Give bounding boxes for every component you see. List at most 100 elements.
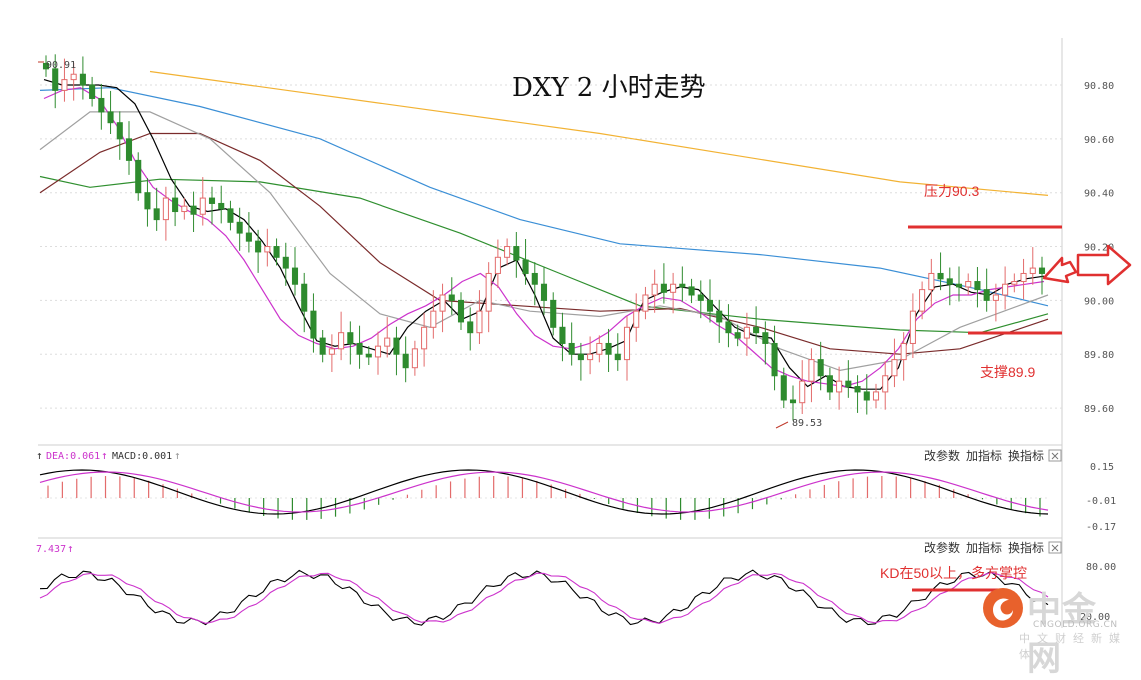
candle (89, 76, 96, 107)
candle (356, 325, 363, 369)
candle-body (264, 246, 271, 253)
candle (697, 280, 704, 319)
candle (983, 268, 990, 312)
candle (753, 306, 760, 344)
kd-btn-switch[interactable]: 换指标 (1008, 540, 1044, 555)
price-tick-label: 90.00 (1084, 296, 1114, 307)
candle-body (144, 192, 151, 210)
macd-tick-bottom: -0.17 (1086, 522, 1116, 533)
candle (909, 293, 916, 358)
kd-close-icon[interactable] (1048, 541, 1062, 554)
candle (236, 207, 243, 251)
low-marker-label: 89.53 (792, 418, 822, 429)
candle (374, 331, 382, 375)
candle (900, 332, 907, 381)
candle (872, 383, 880, 409)
candle (61, 58, 68, 102)
candle-body (550, 299, 557, 328)
breakout-arrow-icon (1042, 256, 1078, 284)
candle-body (854, 386, 861, 393)
price-axis: 90.80 90.60 90.40 90.20 90.00 89.80 89.60 (1084, 81, 1114, 415)
candle-body (983, 289, 990, 301)
candle-body (633, 310, 640, 328)
candle (688, 278, 695, 304)
candle-body (974, 281, 981, 291)
candle-body (504, 246, 511, 258)
candle-body (992, 294, 999, 301)
candle-body (338, 332, 345, 350)
candle-body (522, 259, 529, 274)
candle (928, 258, 935, 308)
candle (476, 290, 483, 344)
candle (660, 263, 667, 304)
candle-body (61, 79, 68, 91)
macd-btn-switch[interactable]: 换指标 (1008, 448, 1044, 463)
candle-body (319, 337, 326, 355)
candle-body (771, 342, 778, 377)
candle (199, 177, 206, 226)
ma5-line (43, 79, 1045, 390)
candle (393, 326, 400, 376)
candle-body (291, 267, 299, 285)
candle (623, 316, 631, 381)
chart-title: DXY 2 小时走势 (512, 73, 706, 103)
candle (181, 198, 188, 220)
candle (808, 348, 815, 403)
candle-body (688, 286, 695, 296)
candle-body (965, 281, 972, 288)
candle (347, 321, 354, 365)
candle (504, 238, 511, 266)
candle (79, 56, 86, 100)
candle-body (799, 380, 806, 404)
candle-body (1002, 283, 1009, 296)
candle-body (955, 283, 963, 288)
candle (891, 338, 898, 388)
macd-close-icon[interactable] (1048, 449, 1062, 462)
candle (596, 335, 603, 363)
candle-body (1029, 267, 1036, 274)
candle-body (706, 299, 714, 312)
price-tick-label: 89.60 (1084, 404, 1114, 415)
dea-line (39, 471, 1049, 513)
candle (301, 272, 308, 333)
candle-body (753, 326, 760, 334)
candle-body (199, 197, 206, 215)
low-marker-line (775, 421, 789, 429)
candle-body (900, 342, 907, 361)
candle-body (282, 256, 289, 269)
candle (402, 336, 409, 383)
candle (882, 361, 889, 410)
candle (162, 186, 169, 241)
candle-body (245, 232, 252, 242)
moving-average-lines (39, 70, 1049, 390)
ma120-line (39, 87, 1049, 307)
kd-btn-params[interactable]: 改参数 (924, 540, 960, 555)
candle (845, 360, 852, 398)
price-tick-label: 90.60 (1084, 135, 1114, 146)
candle (725, 304, 732, 348)
cngold-logo-icon (983, 588, 1023, 628)
candle-body (153, 208, 160, 221)
candle (153, 187, 160, 231)
candle-body (89, 84, 96, 99)
watermark-tagline: 中文财经新媒体 (1019, 632, 1127, 661)
candle (863, 374, 870, 415)
candle-body (780, 375, 787, 401)
candle-body (651, 283, 658, 296)
candle-body (937, 272, 944, 280)
candle-body (135, 159, 142, 194)
candle-body (208, 197, 216, 204)
candle-body (919, 289, 926, 312)
dea-label: DEA:0.061 (46, 451, 100, 462)
candle (485, 262, 492, 333)
candle-body (826, 375, 833, 393)
kd-btn-add[interactable]: 加指标 (966, 540, 1002, 555)
macd-btn-add[interactable]: 加指标 (966, 448, 1002, 463)
macd-btn-params[interactable]: 改参数 (924, 448, 960, 463)
macd-tick-top: 0.15 (1090, 462, 1114, 473)
candle (52, 54, 59, 109)
candle-body (808, 359, 815, 382)
candle-body (605, 342, 612, 355)
candle (1011, 273, 1018, 293)
candle-body (725, 321, 732, 334)
